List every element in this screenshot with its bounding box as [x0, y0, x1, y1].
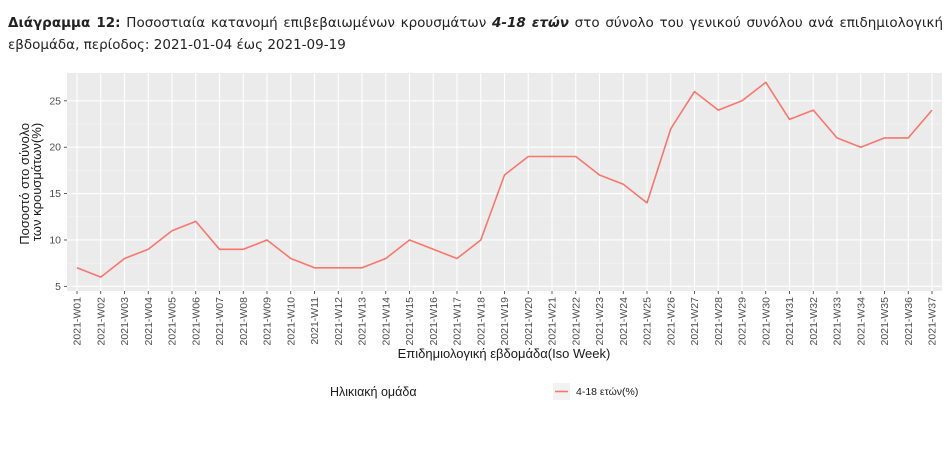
x-tick-label: 2021-W13: [357, 297, 369, 346]
x-tick-label: 2021-W34: [855, 297, 867, 346]
caption-text-b: στο σύνολο του γενικού συνόλου ανά επιδη…: [8, 15, 944, 53]
x-tick-label: 2021-W14: [380, 297, 392, 346]
x-tick-label: 2021-W28: [713, 297, 725, 346]
x-tick-label: 2021-W25: [642, 297, 654, 346]
x-tick-label: 2021-W02: [95, 297, 107, 346]
caption-label: Διάγραμμα 12: [8, 15, 116, 31]
caption-text-a: Ποσοστιαία κατανομή επιβεβαιωμένων κρουσ…: [120, 15, 492, 31]
x-tick-label: 2021-W16: [428, 297, 440, 346]
x-tick-label: 2021-W06: [190, 297, 202, 346]
x-tick-label: 2021-W07: [214, 297, 226, 346]
x-tick-label: 2021-W26: [665, 297, 677, 346]
y-tick-label: 10: [49, 234, 61, 246]
x-tick-label: 2021-W09: [262, 297, 274, 346]
figure-caption: Διάγραμμα 12: Ποσοστιαία κατανομή επιβεβ…: [8, 12, 943, 56]
y-tick-label: 20: [49, 142, 61, 154]
y-tick-label: 25: [49, 95, 61, 107]
legend: Ηλικιακή ομάδα 4-18 ετών(%): [330, 383, 638, 400]
x-tick-label: 2021-W17: [452, 297, 464, 346]
series-layer: [76, 81, 933, 278]
x-tick-label: 2021-W24: [618, 297, 630, 346]
x-tick-label: 2021-W31: [784, 297, 796, 346]
x-tick-label: 2021-W23: [594, 297, 606, 346]
x-tick-label: 2021-W27: [689, 297, 701, 346]
x-tick-label: 2021-W20: [523, 297, 535, 346]
x-tick-label: 2021-W03: [119, 297, 131, 346]
x-axis-ticks: 2021-W01 2021-W02 2021-W03 2021-W04 2021-W05…: [72, 291, 939, 345]
y-axis-ticks: 5 10 15 20 25: [49, 95, 67, 293]
y-axis-title-line-1: Ποσοστό στο σύνολο: [17, 123, 32, 245]
x-tick-label: 2021-W04: [143, 297, 155, 346]
x-tick-label: 2021-W05: [167, 297, 179, 346]
x-tick-label: 2021-W11: [309, 297, 321, 345]
x-tick-label: 2021-W08: [238, 297, 250, 346]
x-tick-label: 2021-W22: [570, 297, 582, 346]
x-tick-label: 2021-W36: [903, 297, 915, 346]
y-tick-label: 15: [49, 188, 61, 200]
x-tick-label: 2021-W37: [927, 297, 939, 346]
x-tick-label: 2021-W32: [808, 297, 820, 346]
series-line: [76, 81, 933, 278]
x-tick-label: 2021-W29: [737, 297, 749, 346]
caption-age-group: 4-18 ετών: [491, 15, 569, 31]
x-axis-title: Επιδημιολογική εβδομάδα(Iso Week): [398, 346, 611, 361]
x-tick-label: 2021-W12: [333, 297, 345, 346]
x-tick-label: 2021-W30: [760, 297, 772, 346]
y-axis-title-line-2: των κρουσμάτων(%): [29, 123, 44, 241]
y-axis-title: Ποσοστό στο σύνολο των κρουσμάτων(%): [17, 119, 44, 244]
legend-label: 4-18 ετών(%): [576, 386, 638, 398]
x-tick-label: 2021-W18: [475, 297, 487, 346]
x-tick-label: 2021-W01: [72, 297, 84, 346]
grid-lines: [67, 73, 942, 291]
x-tick-label: 2021-W35: [879, 297, 891, 346]
x-tick-label: 2021-W15: [404, 297, 416, 346]
x-tick-label: 2021-W33: [832, 297, 844, 346]
x-tick-label: 2021-W10: [285, 297, 297, 346]
caption-colon: :: [115, 15, 121, 31]
y-tick-label: 5: [55, 281, 61, 293]
legend-title: Ηλικιακή ομάδα: [330, 385, 417, 399]
x-tick-label: 2021-W21: [547, 297, 559, 346]
x-tick-label: 2021-W19: [499, 297, 511, 346]
